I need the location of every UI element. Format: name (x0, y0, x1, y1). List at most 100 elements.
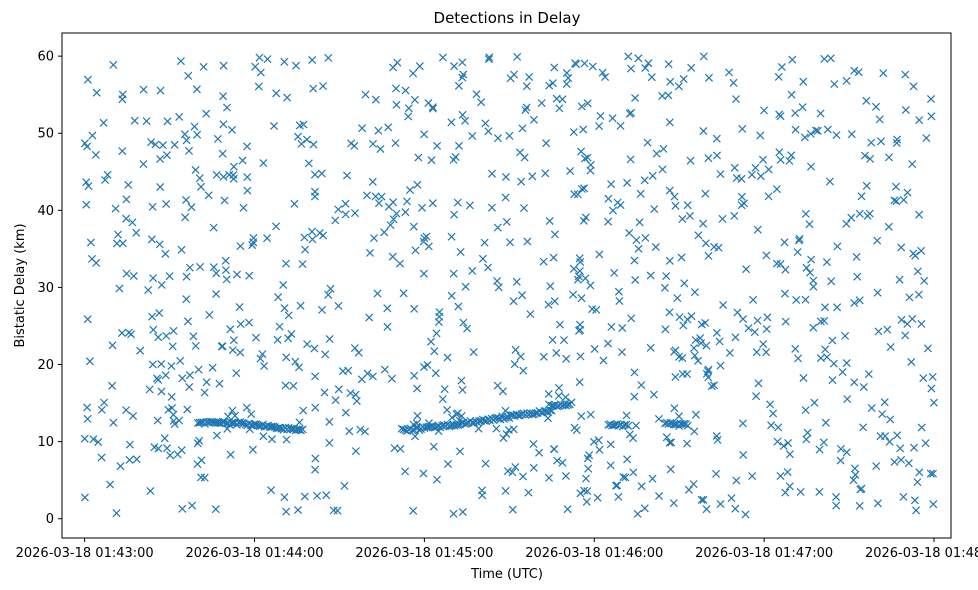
detection-marker (243, 173, 252, 182)
detection-marker (733, 308, 742, 317)
detection-marker (117, 328, 127, 338)
detection-marker (604, 194, 613, 203)
detection-marker (506, 74, 515, 83)
detection-marker (352, 397, 361, 406)
detection-marker (391, 139, 400, 148)
detection-marker (182, 295, 191, 304)
detection-marker (855, 296, 864, 305)
detection-marker (308, 235, 317, 244)
detection-marker (180, 130, 189, 139)
detection-marker (193, 439, 202, 448)
detection-marker (697, 495, 706, 504)
detection-marker (294, 363, 304, 372)
detection-marker (842, 76, 851, 85)
detection-marker (595, 250, 604, 259)
detection-marker (893, 431, 902, 440)
detection-marker (199, 62, 208, 71)
detection-marker (592, 305, 601, 314)
detection-marker (730, 211, 739, 220)
detection-marker (884, 222, 893, 231)
detection-marker (859, 423, 868, 432)
detection-marker (498, 387, 507, 396)
detection-marker (509, 297, 518, 306)
detection-marker (633, 509, 642, 518)
detection-marker (438, 53, 447, 62)
detection-marker (465, 201, 474, 210)
detection-marker (625, 109, 634, 118)
detection-marker (802, 263, 811, 272)
detection-marker (697, 339, 706, 348)
detection-marker (727, 494, 736, 503)
detection-marker (678, 353, 687, 363)
detection-marker (226, 450, 235, 459)
detection-marker (738, 419, 747, 428)
detection-marker (699, 495, 708, 504)
detection-marker (430, 347, 439, 356)
detection-marker (929, 398, 938, 407)
detection-marker (915, 468, 924, 477)
detection-marker (759, 340, 768, 349)
detection-marker (550, 445, 559, 454)
detection-marker (83, 142, 92, 151)
detection-marker (617, 348, 627, 357)
detection-marker (603, 339, 613, 348)
detection-marker (311, 454, 320, 463)
detection-marker (873, 288, 882, 297)
detection-marker (236, 242, 245, 251)
detection-marker (219, 172, 228, 181)
detection-marker (109, 60, 118, 69)
y-tick-label: 60 (37, 50, 54, 65)
detection-marker (529, 439, 538, 449)
detection-marker (862, 181, 871, 190)
detection-marker (204, 191, 213, 200)
detection-marker (674, 412, 684, 421)
detection-marker (433, 141, 442, 150)
detection-marker (358, 124, 367, 133)
detection-marker (516, 352, 525, 361)
detection-marker (351, 447, 360, 456)
detection-marker (909, 82, 918, 91)
detection-marker (342, 171, 352, 180)
detection-marker (229, 162, 238, 171)
detection-marker (810, 398, 819, 407)
detection-marker (160, 434, 169, 443)
detection-marker (226, 325, 235, 334)
detection-marker (209, 223, 218, 232)
detection-marker (640, 176, 649, 185)
detection-marker (820, 54, 829, 63)
detection-marker (178, 374, 187, 383)
detection-marker (212, 269, 221, 278)
detection-marker (749, 295, 758, 304)
detection-marker (699, 219, 708, 228)
detection-marker (468, 266, 477, 275)
detection-marker (215, 379, 224, 388)
detection-marker (649, 390, 658, 399)
detection-marker (909, 443, 919, 452)
x-tick-label: 2026-03-18 01:46:00 (525, 546, 663, 561)
detection-marker (678, 214, 687, 224)
detection-marker (718, 214, 727, 223)
detection-marker (806, 162, 816, 171)
detection-marker (707, 382, 716, 391)
detection-marker (704, 73, 714, 82)
detection-marker (644, 59, 653, 68)
detection-marker (566, 166, 575, 176)
detection-marker (453, 198, 462, 207)
detection-marker (325, 417, 334, 426)
detection-marker (455, 447, 465, 456)
detection-marker (454, 81, 463, 90)
detection-marker (184, 146, 194, 155)
x-tick-label: 2026-03-18 01:44:00 (185, 546, 323, 561)
detection-marker (643, 138, 652, 147)
detection-marker (156, 154, 165, 164)
detection-marker (683, 315, 692, 324)
detection-marker (792, 295, 801, 305)
detection-marker (413, 180, 422, 189)
detection-marker (193, 130, 202, 139)
detection-marker (97, 453, 106, 462)
detection-marker (125, 440, 134, 449)
detection-marker (443, 459, 453, 469)
detection-marker (457, 411, 466, 421)
detection-marker (477, 98, 486, 107)
detection-marker (702, 505, 711, 514)
